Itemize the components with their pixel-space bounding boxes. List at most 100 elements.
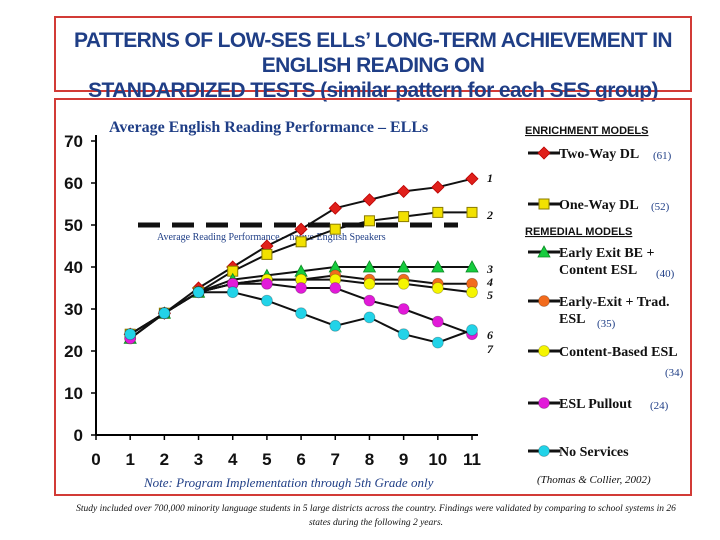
legend-marker [537, 245, 551, 258]
legend-label: No Services [559, 445, 629, 460]
y-tick-label: 20 [64, 342, 83, 361]
x-tick-label: 6 [296, 450, 305, 469]
data-point-s5-x11 [466, 286, 478, 299]
y-tick-label: 10 [64, 384, 83, 403]
chart-box: 0 10 20 30 40 50 60 70 0 1 2 3 4 5 6 7 8 9 10 11 Average Re… [54, 98, 692, 496]
data-point-s1-x11 [465, 172, 479, 186]
legend-score: (61) [653, 150, 672, 162]
x-tick-label: 1 [125, 450, 134, 469]
chart-note: Note: Program Implementation through 5th… [143, 475, 434, 490]
legend-label: Early-Exit + Trad. [559, 295, 670, 310]
y-tick-label: 30 [64, 300, 83, 319]
chart-citation: (Thomas & Collier, 2002) [537, 474, 651, 486]
reference-line-label: Average Reading Performance – native Eng… [157, 232, 386, 243]
data-point-s6-x7 [329, 282, 342, 294]
data-point-s6-x9 [397, 303, 410, 315]
data-point-s3-x10 [431, 260, 445, 273]
legend-header-remedial: REMEDIAL MODELS [525, 226, 632, 238]
legend-score: (40) [656, 268, 675, 280]
legend-label: Content-Based ESL [559, 345, 678, 360]
data-point-s7-x4 [226, 286, 239, 299]
series-rank-label: 4 [486, 275, 493, 289]
title-box: PATTERNS OF LOW-SES ELLs’ LONG-TERM ACHI… [54, 16, 692, 102]
series-rank-label: 5 [487, 288, 493, 302]
x-tick-label: 2 [160, 450, 169, 469]
data-point-s7-x6 [295, 307, 307, 320]
legend-marker [538, 445, 550, 457]
legend-score: (34) [665, 367, 684, 379]
y-tick-label: 40 [64, 258, 83, 277]
x-tick-label: 9 [399, 450, 408, 469]
legend-marker [537, 146, 551, 160]
footnote-line-2: states during the following 2 years. [308, 518, 444, 528]
legend-label: One-Way DL [559, 198, 639, 213]
chart-title: Average English Reading Performance – EL… [109, 119, 428, 136]
data-point-s3-x9 [396, 260, 411, 273]
legend-label: Early Exit BE + [559, 246, 655, 261]
series-rank-label: 1 [487, 171, 493, 185]
x-tick-label: 10 [428, 450, 447, 469]
data-point-s7-x10 [431, 336, 444, 349]
data-point-s7-x3 [192, 286, 205, 299]
data-point-s2-x7 [329, 223, 341, 235]
legend-marker [538, 345, 550, 357]
data-point-s1-x6 [294, 222, 308, 236]
data-point-s6-x5 [261, 277, 273, 290]
legend-label: Two-Way DL [559, 147, 639, 162]
x-tick-label: 5 [262, 450, 271, 469]
legend-label: ESL [559, 312, 585, 327]
data-point-s3-x8 [362, 260, 377, 273]
data-point-s7-x2 [158, 307, 171, 320]
data-point-s7-x8 [363, 311, 376, 324]
data-point-s7-x11 [466, 324, 478, 336]
data-point-s7-x5 [261, 294, 273, 307]
series-rank-label: 3 [486, 262, 493, 276]
legend-header-enrichment: ENRICHMENT MODELS [525, 125, 648, 137]
data-point-s6-x8 [363, 294, 376, 307]
data-point-s1-x10 [431, 180, 445, 194]
footnote: Study included over 700,000 minority lan… [56, 502, 696, 530]
data-point-s5-x9 [397, 277, 410, 290]
legend-score: (35) [597, 318, 616, 330]
series-rank-label: 2 [486, 208, 493, 222]
data-point-s2-x9 [398, 211, 410, 223]
slide-title-line-1: PATTERNS OF LOW-SES ELLs’ LONG-TERM ACHI… [73, 29, 673, 77]
x-tick-label: 8 [365, 450, 374, 469]
x-tick-label: 3 [194, 450, 203, 469]
data-point-s2-x11 [466, 206, 478, 218]
legend-score: (24) [650, 400, 669, 412]
legend-label: Content ESL [559, 263, 637, 278]
data-point-s6-x6 [295, 282, 307, 294]
data-point-s7-x9 [397, 328, 410, 341]
data-point-s2-x6 [295, 236, 307, 248]
data-point-s1-x8 [362, 193, 377, 207]
data-point-s1-x7 [328, 201, 342, 215]
data-point-s6-x10 [431, 315, 444, 328]
slide-title-line-2: STANDARDIZED TESTS (similar pattern for … [88, 79, 658, 102]
data-point-s3-x11 [465, 260, 479, 273]
series-rank-label: 7 [487, 342, 494, 356]
legend-marker [538, 295, 550, 307]
footnote-line-1: Study included over 700,000 minority lan… [76, 504, 676, 514]
series-rank-label: 6 [487, 328, 493, 342]
legend-score: (52) [651, 201, 670, 213]
data-point-s2-x10 [432, 206, 444, 218]
legend-marker [538, 397, 550, 409]
data-point-s7-x7 [329, 319, 342, 332]
y-tick-label: 60 [64, 174, 83, 193]
y-tick-label: 50 [64, 216, 83, 235]
legend-marker [538, 198, 550, 210]
x-tick-label: 11 [463, 450, 481, 469]
data-point-s5-x10 [431, 282, 444, 294]
y-tick-label: 0 [74, 426, 83, 445]
x-tick-label: 7 [331, 450, 340, 469]
x-tick-label: 0 [91, 450, 100, 469]
data-point-s1-x9 [397, 184, 411, 198]
data-point-s5-x8 [363, 277, 376, 290]
data-point-s2-x8 [363, 215, 375, 227]
x-tick-label: 4 [228, 450, 238, 469]
data-point-s7-x1 [124, 328, 137, 341]
y-tick-label: 70 [64, 132, 83, 151]
legend-label: ESL Pullout [559, 397, 632, 412]
